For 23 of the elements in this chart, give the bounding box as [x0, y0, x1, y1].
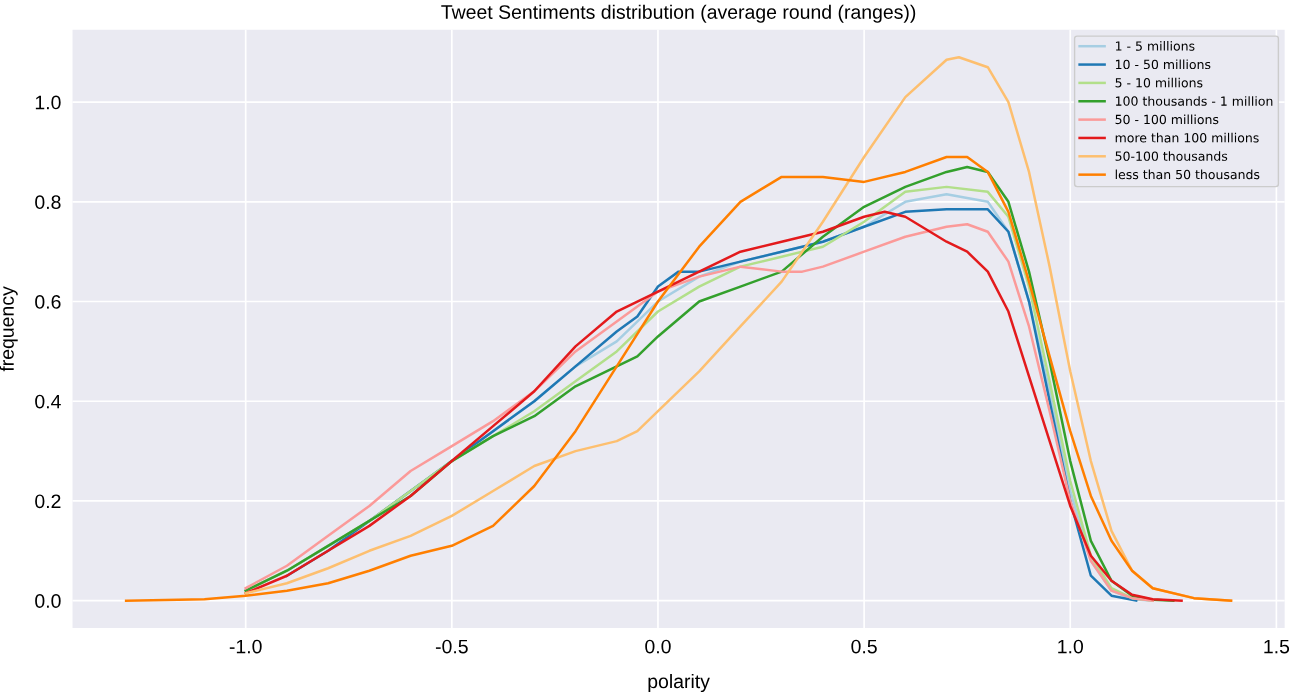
- x-tick-label: -0.5: [435, 639, 468, 654]
- x-tick-label: 1.5: [1264, 639, 1290, 654]
- chart-title: Tweet Sentiments distribution (average round (ranges)): [441, 4, 916, 23]
- x-axis-title: polarity: [648, 673, 710, 693]
- legend-label: less than 50 thousands: [1115, 169, 1260, 180]
- legend-label: 10 - 50 millions: [1115, 59, 1211, 70]
- y-tick-label: 1.0: [35, 95, 61, 110]
- y-axis-title: frequency: [0, 286, 18, 372]
- x-tick-label: -1.0: [229, 639, 262, 654]
- legend-label: more than 100 millions: [1115, 132, 1259, 143]
- y-tick-label: 0.0: [35, 594, 61, 608]
- y-tick-label: 0.4: [35, 394, 61, 409]
- y-tick-label: 0.2: [35, 494, 61, 509]
- legend-label: 1 - 5 millions: [1115, 41, 1195, 51]
- x-tick-label: 0.0: [645, 639, 671, 654]
- y-tick-label: 0.6: [35, 295, 61, 309]
- x-tick-label: 0.5: [851, 639, 877, 654]
- y-tick-label: 0.8: [35, 195, 61, 210]
- legend-label: 5 - 10 millions: [1115, 77, 1203, 88]
- legend-label: 100 thousands - 1 million: [1115, 96, 1273, 106]
- x-tick-label: 1.0: [1058, 639, 1084, 654]
- legend-label: 50-100 thousands: [1115, 151, 1228, 161]
- legend-label: 50 - 100 millions: [1115, 114, 1219, 125]
